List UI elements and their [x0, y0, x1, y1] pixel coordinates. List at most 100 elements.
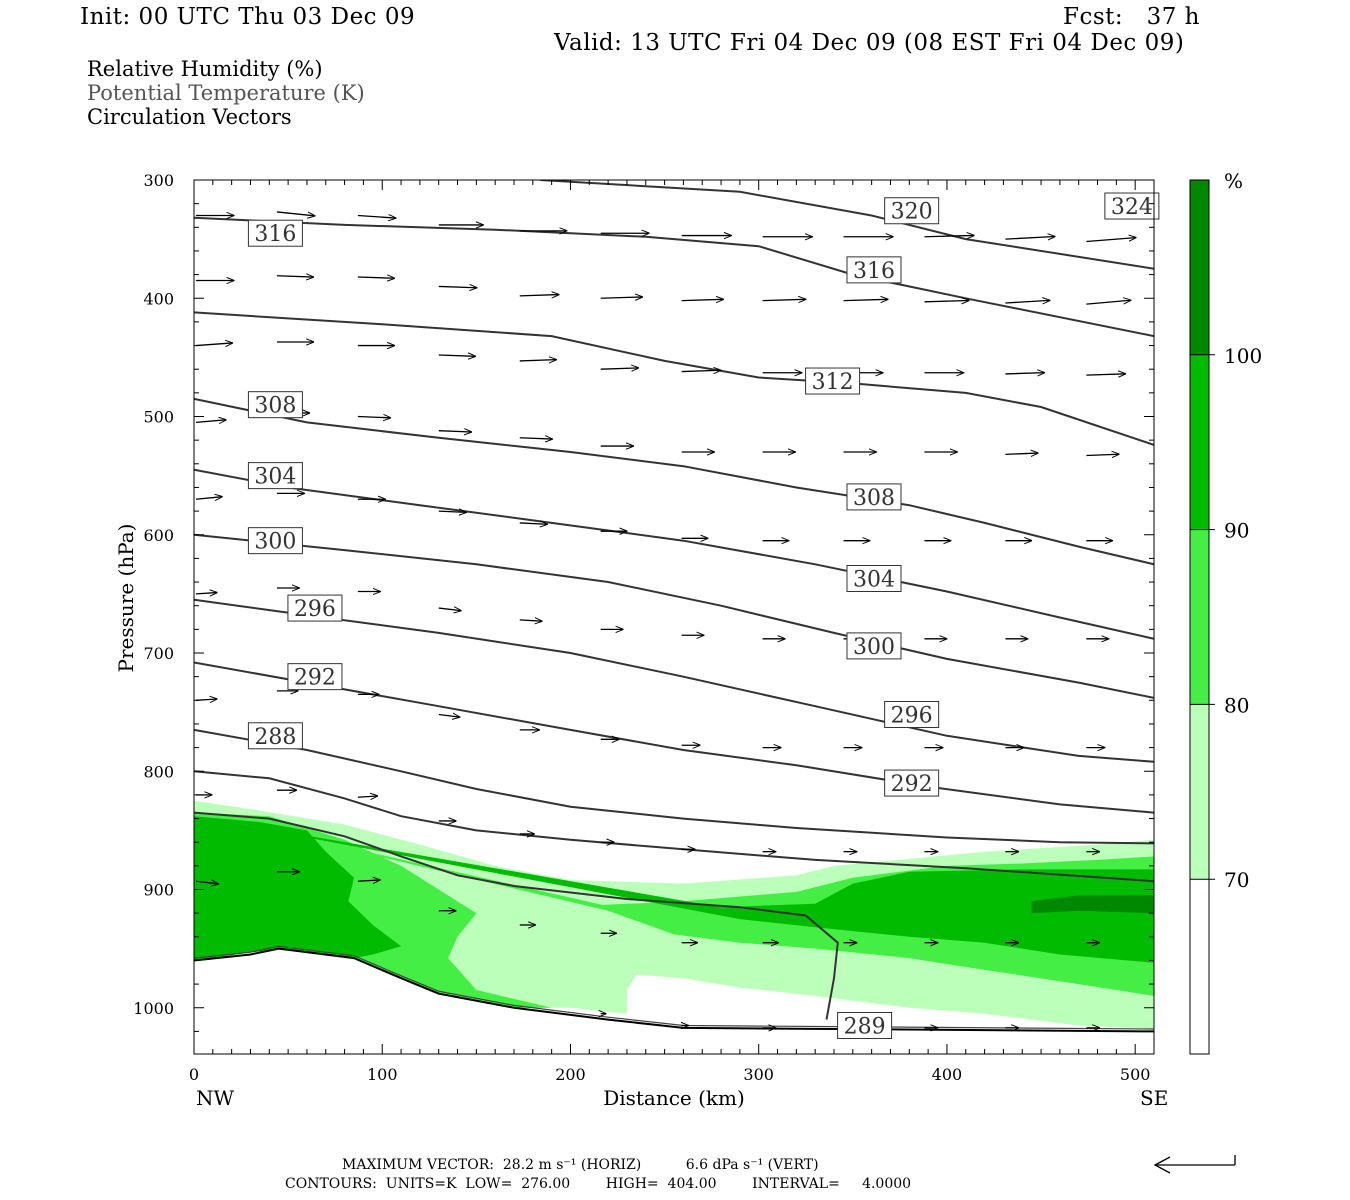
colorbar-level-label: 70 [1224, 868, 1249, 892]
vector-arrow [195, 881, 218, 884]
vector-arrow [195, 593, 217, 594]
plot-frame [193, 179, 1155, 1055]
vector-arrow [438, 714, 460, 717]
contour-label-text: 304 [254, 465, 296, 490]
contour-label-text: 304 [853, 568, 895, 593]
contour-label-text: 296 [891, 703, 933, 728]
theta-contour-292 [194, 728, 1154, 845]
contour-label: 304 [846, 565, 902, 593]
y-axis-title: Pressure (hPa) [114, 524, 138, 673]
legend-rh: Relative Humidity (%) [87, 57, 323, 81]
vector-arrow [276, 276, 313, 277]
theta-contour-296 [194, 661, 1154, 814]
vector-arrow [1005, 237, 1054, 240]
vector-arrow [438, 355, 475, 356]
contour-label-text: 296 [294, 597, 336, 622]
contour-label: 316 [846, 256, 902, 284]
colorbar: 70 80 90 100 [1189, 179, 1262, 1055]
legend-vectors: Circulation Vectors [87, 105, 292, 129]
contour-label: 300 [247, 527, 303, 555]
y-tick-label: 500 [143, 408, 174, 427]
contour-label: 320 [884, 197, 940, 225]
vector-arrow [195, 699, 217, 700]
vector-arrow [357, 880, 380, 881]
vector-arrow [519, 295, 559, 296]
colorbar-frame [1189, 179, 1210, 1055]
contour-label: 324 [1104, 192, 1160, 220]
contour-label: 316 [247, 219, 303, 247]
vector-arrow [519, 438, 553, 439]
theta-contour-324 [540, 180, 1154, 270]
y-tick-label: 400 [143, 289, 174, 308]
vector-arrow [600, 368, 639, 369]
vector-arrow [438, 286, 477, 287]
colorbar-level-label: 80 [1224, 693, 1249, 717]
vector-arrow [195, 343, 232, 346]
contour-label-text: 300 [254, 530, 296, 555]
contour-label-text: 292 [891, 772, 933, 797]
contour-label-text: 320 [891, 200, 933, 225]
x-tick-label: 100 [367, 1065, 398, 1084]
colorbar-segment [1190, 354, 1209, 530]
y-tick-label: 1000 [133, 999, 174, 1018]
contour-label: 304 [247, 462, 303, 490]
axes: 300 400 500 600 700 800 900 1000 0 100 200 300 400 50… [133, 171, 1155, 1084]
x-tick-label: 300 [743, 1065, 774, 1084]
vector-arrow [519, 360, 556, 361]
vector-arrow [600, 297, 643, 298]
vector-arrow [519, 620, 542, 621]
vector-arrow [681, 370, 721, 371]
theta-contour-284 [194, 811, 806, 917]
vector-arrow [438, 431, 472, 432]
x-tick-label: 400 [932, 1065, 963, 1084]
y-tick-label: 300 [143, 171, 174, 190]
vector-arrow [843, 299, 888, 300]
vector-arrow [195, 420, 226, 423]
contour-label: 292 [287, 663, 343, 691]
theta-contour-289 [805, 914, 839, 1020]
colorbar-segment [1190, 704, 1209, 880]
vector-arrow [276, 211, 315, 216]
colorbar-level-label: 100 [1224, 344, 1262, 368]
x-tick-label: 0 [189, 1065, 199, 1084]
contour-label: 289 [837, 1011, 893, 1039]
contour-label-text: 292 [294, 666, 336, 691]
vector-arrow [762, 299, 806, 300]
vector-arrow [1005, 373, 1044, 374]
contour-label: 296 [884, 700, 940, 728]
colorbar-segment [1190, 529, 1209, 705]
x-tick-label: 500 [1120, 1065, 1151, 1084]
colorbar-unit: % [1224, 169, 1243, 193]
theta-contour-316 [194, 311, 1154, 446]
vector-arrow [519, 523, 547, 524]
footer-contours: CONTOURS: UNITS=K LOW= 276.00 HIGH= 404.… [285, 1176, 912, 1192]
contour-label: 308 [247, 391, 303, 419]
vector-arrow [924, 235, 973, 236]
forecast-hour: Fcst: 37 h [1063, 4, 1200, 30]
y-tick-label: 600 [143, 526, 174, 545]
rh-region-rh90 [194, 816, 1154, 963]
vector-arrow [1086, 238, 1135, 243]
contour-label: 300 [846, 632, 902, 660]
contour-label-text: 324 [1111, 195, 1153, 220]
contour-label-text: 308 [254, 394, 296, 419]
theta-contours [194, 180, 1154, 1020]
rh-region-rh80 [194, 812, 1154, 1008]
vector-arrow [357, 796, 378, 797]
vector-arrow [357, 215, 396, 218]
contour-label: 312 [805, 367, 861, 395]
contour-label: 296 [287, 594, 343, 622]
vector-arrow [1005, 300, 1049, 303]
contour-label: 288 [247, 722, 303, 750]
contour-label-text: 288 [254, 725, 296, 750]
contour-label-text: 300 [853, 635, 895, 660]
legend-theta: Potential Temperature (K) [87, 81, 365, 105]
vector-arrow [195, 497, 222, 500]
contour-label-text: 289 [844, 1014, 886, 1039]
vector-arrow [357, 277, 394, 278]
theta-contour-320 [194, 216, 1154, 338]
contour-label: 292 [884, 769, 940, 797]
theta-contour-308 [194, 468, 1154, 640]
footer-max-vector: MAXIMUM VECTOR: 28.2 m s⁻¹ (HORIZ) 6.6 d… [342, 1157, 819, 1173]
